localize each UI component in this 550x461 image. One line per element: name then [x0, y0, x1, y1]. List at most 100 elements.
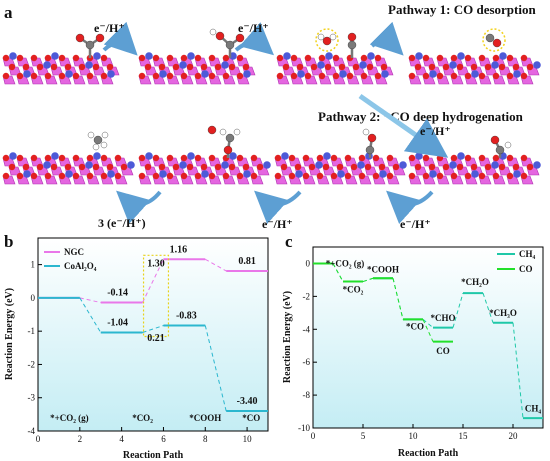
- y-tick-label-c: -4: [303, 324, 311, 334]
- oxygen-atom: [442, 63, 450, 71]
- oxygen-atom: [194, 172, 202, 180]
- oxygen-atom: [478, 154, 486, 162]
- step-label-1: e⁻/H⁺: [94, 21, 125, 35]
- oxygen-atom: [450, 54, 458, 62]
- metal-atom: [379, 170, 387, 178]
- oxygen-atom: [304, 72, 312, 80]
- hydrogen-atom: [92, 143, 100, 151]
- oxygen-atom: [288, 154, 296, 162]
- x-tick-label-c: 10: [409, 431, 419, 441]
- oxygen-atom: [100, 72, 108, 80]
- oxygen-atom: [166, 54, 174, 62]
- metal-atom: [339, 70, 347, 78]
- connector: [79, 297, 101, 304]
- oxygen-atom: [64, 163, 72, 171]
- oxygen-atom: [408, 72, 416, 80]
- connector: [332, 263, 344, 282]
- oxygen-atom: [478, 72, 486, 80]
- oxygen-atom: [378, 163, 386, 171]
- y-tick-label-b: -3: [28, 393, 36, 403]
- y-axis-title-c: Reaction Energy (eV): [282, 291, 293, 383]
- oxygen-atom: [138, 72, 146, 80]
- carbon-atom: [225, 40, 235, 50]
- oxygen-atom: [436, 172, 444, 180]
- oxygen-atom: [100, 172, 108, 180]
- connector: [512, 322, 524, 419]
- oxygen-atom: [2, 154, 10, 162]
- metal-atom: [179, 61, 187, 69]
- oxygen-atom: [158, 63, 166, 71]
- hydrogen-atom: [329, 33, 337, 41]
- catalyst-slabs: [2, 52, 541, 185]
- oxygen-atom: [414, 63, 422, 71]
- x-axis-title-c: Reaction Path: [398, 448, 459, 459]
- arrow-step-7: [116, 190, 162, 224]
- oxygen-atom: [324, 63, 332, 71]
- metal-atom: [337, 170, 345, 178]
- oxygen-atom: [186, 63, 194, 71]
- metal-atom: [357, 161, 365, 169]
- oxygen-atom: [274, 172, 282, 180]
- oxygen-atom: [22, 63, 30, 71]
- oxygen-atom: [2, 54, 10, 62]
- oxygen-atom: [144, 63, 152, 71]
- y-tick-label-b: -2: [28, 359, 36, 369]
- oxygen-atom: [92, 163, 100, 171]
- metal-atom: [65, 170, 73, 178]
- y-tick-label-c: -2: [303, 291, 311, 301]
- step-label-5: e⁻/H⁺: [262, 217, 293, 231]
- legend-label-c: CO: [519, 264, 533, 274]
- arrow-step-2: [234, 22, 275, 56]
- oxygen-atom: [236, 154, 244, 162]
- oxygen-atom: [152, 72, 160, 80]
- oxygen-atom: [235, 33, 245, 43]
- oxygen-atom: [22, 163, 30, 171]
- oxygen-atom: [250, 154, 258, 162]
- carbon-atom: [495, 145, 505, 155]
- oxygen-atom: [336, 163, 344, 171]
- oxygen-atom: [364, 163, 372, 171]
- connector: [205, 258, 227, 272]
- oxygen-atom: [106, 163, 114, 171]
- data-label-coal2o4: -1.04: [107, 318, 128, 329]
- oxygen-atom: [72, 72, 80, 80]
- metal-atom: [23, 70, 31, 78]
- oxygen-atom: [228, 63, 236, 71]
- oxygen-atom: [2, 172, 10, 180]
- metal-atom: [415, 52, 423, 60]
- metal-atom: [513, 170, 521, 178]
- hydrogen-atom: [362, 128, 370, 136]
- oxygen-atom: [484, 63, 492, 71]
- oxygen-atom: [166, 72, 174, 80]
- oxygen-atom: [436, 154, 444, 162]
- metal-atom: [429, 170, 437, 178]
- oxygen-atom: [8, 63, 16, 71]
- level-label-c: *CO: [406, 321, 424, 331]
- hydrogen-atom: [87, 131, 95, 139]
- y-tick-label-b: 0: [31, 293, 36, 303]
- oxygen-atom: [358, 172, 366, 180]
- step-label-6: 3 (e⁻/H⁺): [98, 216, 146, 230]
- oxygen-atom: [290, 54, 298, 62]
- arrow-step-1: [102, 21, 138, 56]
- metal-atom: [221, 161, 229, 169]
- metal-atom: [499, 52, 507, 60]
- oxygen-atom: [236, 72, 244, 80]
- oxygen-atom: [280, 163, 288, 171]
- oxygen-atom: [95, 33, 105, 43]
- oxygen-atom: [86, 154, 94, 162]
- oxygen-atom: [114, 172, 122, 180]
- x-tick-label-c: 15: [459, 431, 469, 441]
- x-tick-label-c: 20: [509, 431, 519, 441]
- oxygen-atom: [422, 54, 430, 62]
- metal-atom: [297, 70, 305, 78]
- metal-atom: [187, 152, 195, 160]
- step-label-3: e⁻/H⁺: [420, 124, 451, 138]
- series-c: *+CO₂ (g) *CO₂*COOH *CO *CHO CO *CH₂O *CH₃O CH₄…: [313, 249, 543, 420]
- metal-atom: [127, 161, 135, 169]
- oxygen-atom: [464, 72, 472, 80]
- oxygen-atom: [138, 154, 146, 162]
- metal-atom: [491, 161, 499, 169]
- oxygen-atom: [470, 163, 478, 171]
- oxygen-atom: [352, 63, 360, 71]
